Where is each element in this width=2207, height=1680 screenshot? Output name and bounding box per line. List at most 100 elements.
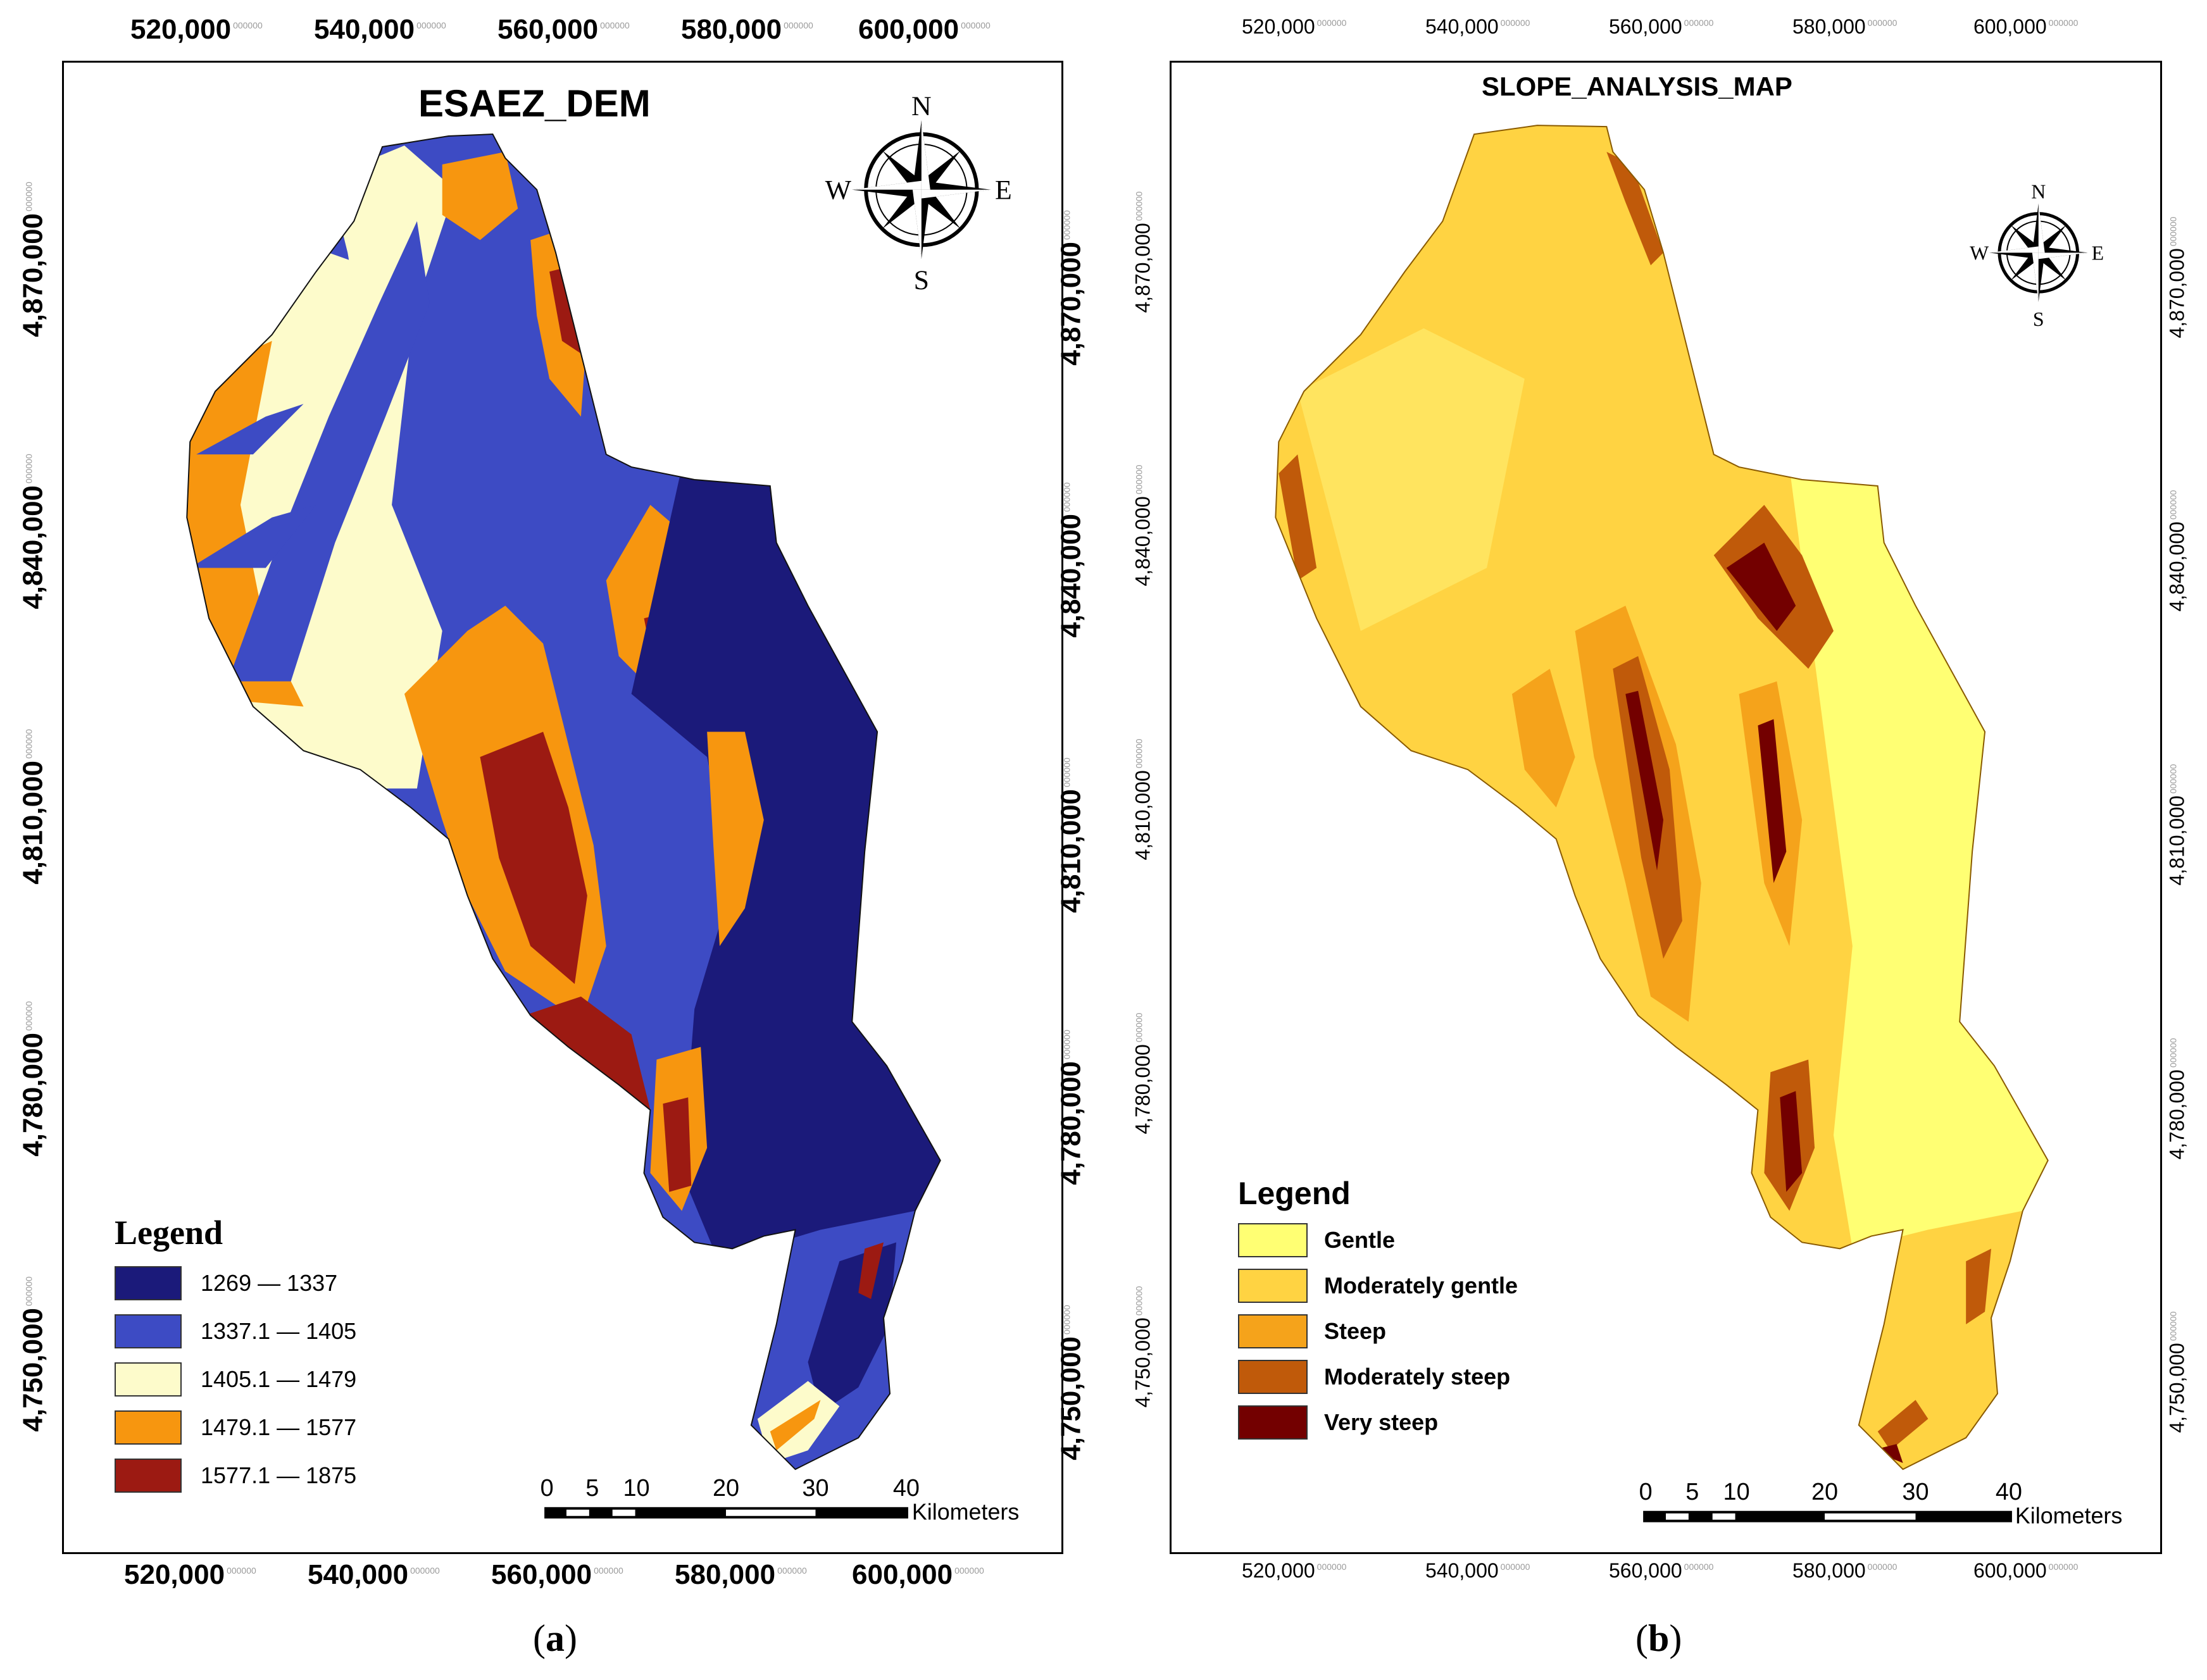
legend-item: 1337.1 — 1405 [115,1314,356,1348]
legend-swatch [115,1314,182,1348]
legend-label: Gentle [1324,1227,1396,1253]
x-tick-top: 520,000 000000 [130,14,263,45]
compass-west-label: W [825,175,852,206]
legend-item: 1577.1 — 1875 [115,1459,356,1493]
scale-label: 30 [1902,1479,1929,1505]
dem-map-frame: N S E W 0 5 10 20 30 40 Kilometers ESAEZ… [62,61,1063,1554]
compass-east-label: E [2092,242,2104,264]
legend-swatch [1238,1405,1308,1440]
legend-swatch [115,1410,182,1445]
y-tick-left: 4,840,000000000 [17,454,49,609]
y-tick-right: 4,840,000000000 [1055,482,1087,638]
panel-caption-a: (a) [533,1617,577,1659]
legend-label: Moderately gentle [1324,1272,1518,1298]
dem-map-canvas: N S E W 0 5 10 20 30 40 Kilometers [186,91,1020,1525]
legend-swatch [115,1266,182,1300]
scale-bar [1643,1510,2012,1522]
y-tick-right: 4,750,000000000 [2165,1311,2189,1433]
x-tick-bottom: 560,000 000000 [491,1559,623,1590]
legend-swatch [1238,1269,1308,1303]
slope-map-frame: N S E W 0 5 10 20 30 40 Kilometers SLOPE… [1170,61,2162,1554]
y-tick-left: 4,750,000000000 [1131,1286,1154,1408]
y-tick-right: 4,810,000000000 [1055,757,1087,913]
legend-label: Very steep [1324,1409,1439,1435]
legend-title: Legend [1238,1176,1351,1211]
x-tick-top: 580,000 000000 [681,14,813,45]
y-tick-left: 4,780,000000000 [1131,1012,1154,1135]
y-tick-left: 4,810,000000000 [17,729,49,885]
y-tick-right: 4,780,000000000 [1055,1030,1087,1185]
scale-unit-label: Kilometers [2015,1503,2122,1529]
x-tick-top: 580,000 000000 [1792,15,1898,38]
legend-swatch [1238,1360,1308,1394]
compass-south-label: S [2033,308,2044,330]
slope-map-canvas: N S E W 0 5 10 20 30 40 Kilometers [1275,125,2123,1529]
scale-label: 30 [802,1475,828,1502]
scale-bar [544,1507,908,1519]
compass-rose-icon: N S E W [825,91,1012,296]
scale-bar-labels: 0 5 10 20 30 40 Kilometers [1639,1479,2123,1529]
x-tick-top: 560,000 000000 [497,14,630,45]
legend-item: Very steep [1238,1405,1518,1440]
scale-label: 40 [1996,1479,2022,1505]
scale-unit-label: Kilometers [912,1500,1019,1525]
y-tick-left: 4,810,000000000 [1131,738,1154,861]
x-tick-bottom: 540,000 000000 [308,1559,440,1590]
x-tick-top: 600,000 000000 [858,14,991,45]
scale-label: 10 [1723,1479,1750,1505]
x-tick-bottom: 580,000 000000 [675,1559,807,1590]
y-tick-right: 4,870,000000000 [2165,216,2189,339]
x-tick-top: 560,000 000000 [1609,15,1714,38]
y-tick-right: 4,750,000000000 [1055,1305,1087,1460]
x-tick-bottom: 560,000 000000 [1609,1559,1714,1582]
legend-item: 1405.1 — 1479 [115,1362,356,1397]
y-tick-right: 4,870,000000000 [1055,210,1087,366]
y-tick-left: 4,780,000000000 [17,1001,49,1157]
legend-label: 1479.1 — 1577 [201,1414,357,1440]
legend-label: 1405.1 — 1479 [201,1366,357,1392]
legend: Legend Gentle Moderately gentle Steep Mo… [1238,1175,1518,1440]
y-tick-left: 4,870,000000000 [1131,191,1154,313]
scale-label: 20 [1811,1479,1838,1505]
scale-label: 5 [585,1475,599,1502]
legend-label: 1577.1 — 1875 [201,1462,357,1488]
legend-label: Moderately steep [1324,1364,1511,1390]
panel-caption-b: (b) [1635,1617,1682,1659]
compass-south-label: S [914,265,929,296]
legend-item: Steep [1238,1314,1518,1348]
x-tick-bottom: 520,000 000000 [1242,1559,1347,1582]
x-tick-bottom: 600,000 000000 [852,1559,984,1590]
x-tick-bottom: 580,000 000000 [1792,1559,1898,1582]
y-tick-left: 4,840,000000000 [1131,464,1154,587]
x-tick-top: 600,000 000000 [1973,15,2079,38]
legend-swatch [1238,1314,1308,1348]
legend-item: Moderately gentle [1238,1269,1518,1303]
legend-swatch [115,1459,182,1493]
y-tick-right: 4,780,000000000 [2165,1038,2189,1160]
map-title: ESAEZ_DEM [418,82,651,125]
scale-label: 40 [893,1475,920,1502]
legend-title: Legend [115,1214,223,1252]
y-tick-left: 4,750,000000000 [17,1276,49,1432]
legend-swatch [115,1362,182,1397]
scale-bar-labels: 0 5 10 20 30 40 Kilometers [541,1475,1020,1525]
x-tick-top: 540,000 000000 [1425,15,1530,38]
x-tick-top: 540,000 000000 [314,14,446,45]
scale-label: 0 [1639,1479,1653,1505]
scale-label: 0 [541,1475,554,1502]
legend-swatch [1238,1223,1308,1257]
legend-label: 1337.1 — 1405 [201,1318,357,1344]
dem-boundary [186,134,941,1471]
legend-item: 1479.1 — 1577 [115,1410,356,1445]
x-tick-bottom: 600,000 000000 [1973,1559,2079,1582]
compass-west-label: W [1970,242,1989,264]
legend-label: 1269 — 1337 [201,1270,338,1296]
legend-item: Gentle [1238,1223,1518,1257]
legend: Legend 1269 — 1337 1337.1 — 1405 1405.1 … [115,1213,356,1493]
compass-north-label: N [911,91,932,121]
y-tick-right: 4,840,000000000 [2165,490,2189,612]
compass-north-label: N [2031,181,2046,203]
x-tick-bottom: 520,000 000000 [124,1559,256,1590]
y-tick-left: 4,870,000000000 [17,182,49,337]
legend-label: Steep [1324,1318,1387,1344]
